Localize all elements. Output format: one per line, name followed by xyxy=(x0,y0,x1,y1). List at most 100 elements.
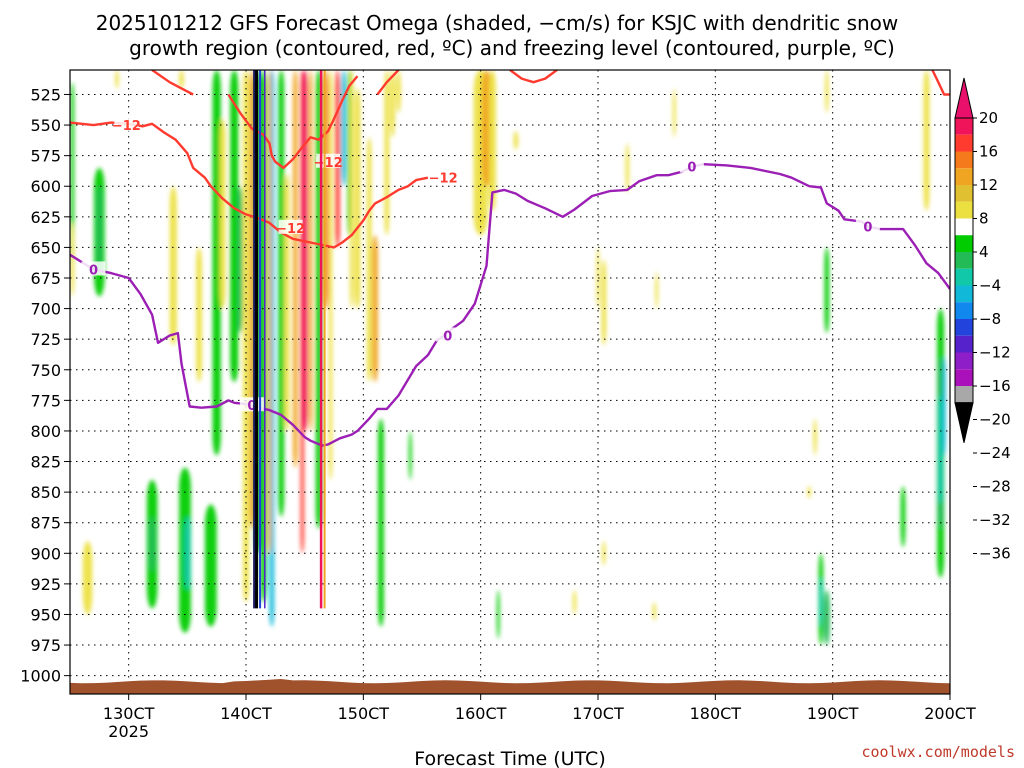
colorbar-label: 16 xyxy=(979,143,998,161)
omega-shade-cell xyxy=(513,131,519,150)
gridlines xyxy=(70,70,950,694)
colorbar-band xyxy=(955,302,973,319)
omega-shade-cell xyxy=(655,271,659,309)
omega-shade-cell xyxy=(652,602,657,621)
colorbar-label: −28 xyxy=(979,478,1011,496)
colorbar-bottom-arrow xyxy=(954,402,974,443)
dgz-contour-label: −12 xyxy=(314,156,343,171)
colorbar-label: −12 xyxy=(979,344,1011,362)
x-tick-label: 200CT xyxy=(924,704,976,723)
omega-shade-cell xyxy=(372,235,378,382)
omega-shade-cell xyxy=(260,70,267,603)
freezing-level-label: 0 xyxy=(687,161,696,176)
colorbar-band xyxy=(955,285,973,303)
x-tick-label: 180CT xyxy=(690,704,742,723)
y-axis: 525 550 575 600 625 650 675 700 725 750 775 800 825 8… xyxy=(20,85,70,686)
omega-shade-cell xyxy=(149,516,156,572)
omega-shade-cell xyxy=(328,70,333,480)
y-tick-label: 875 xyxy=(30,514,61,533)
omega-shade-cell xyxy=(488,70,496,211)
omega-shade-cell xyxy=(301,70,308,431)
colorbar-band xyxy=(955,201,973,219)
omega-shade-cell xyxy=(625,143,630,193)
omega-shade-cell xyxy=(292,70,298,468)
colorbar-band xyxy=(955,369,973,386)
omega-shade-cell xyxy=(496,590,500,639)
omega-shade-cell xyxy=(115,70,119,89)
terrain-fill xyxy=(70,679,950,694)
colorbar-label: 4 xyxy=(979,243,989,261)
dgz-contour-line xyxy=(931,70,950,96)
colorbar-band xyxy=(955,168,973,185)
omega-shade-cell xyxy=(243,70,249,603)
omega-shade-cell xyxy=(923,70,930,211)
plot-frame xyxy=(69,69,951,695)
plot-area: −12 −12 −12 −12 0 0 0 0 0 xyxy=(70,70,950,694)
omega-shade-cell xyxy=(572,590,577,615)
omega-shade-cell xyxy=(942,357,946,456)
dgz-contour-label: −12 xyxy=(429,172,458,187)
omega-shade-cell xyxy=(825,70,829,113)
colorbar-band xyxy=(955,151,973,169)
omega-shade-cell xyxy=(823,590,830,646)
omega-shade-cell xyxy=(366,137,372,382)
colorbar-band xyxy=(955,218,973,236)
freezing-level-label-bg xyxy=(435,327,460,342)
colorbar-top-arrow xyxy=(954,77,974,119)
x-tick-sublabel: 2025 xyxy=(108,722,149,741)
omega-shade-cell xyxy=(813,418,817,456)
omega-shade-cell xyxy=(169,186,177,346)
x-tick-label: 170CT xyxy=(572,704,624,723)
x-tick-label: 140CT xyxy=(220,704,272,723)
x-tick-label: 130CT xyxy=(103,704,155,723)
y-tick-label: 725 xyxy=(30,330,61,349)
omega-shade-cell xyxy=(70,82,75,266)
colorbar: 20 16 12 8 4 −4 −8 −12 −16 −20 −24 −28 −32 −36 xyxy=(954,77,1011,563)
omega-shade-cell xyxy=(396,70,401,113)
colorbar-label: 20 xyxy=(979,109,998,127)
dgz-contour-label-bg xyxy=(278,219,303,234)
colorbar-band xyxy=(955,185,973,202)
colorbar-band xyxy=(955,268,973,286)
y-tick-label: 1000 xyxy=(20,667,61,686)
y-tick-label: 900 xyxy=(30,544,61,563)
x-tick-label: 160CT xyxy=(455,704,507,723)
y-tick-label: 850 xyxy=(30,483,61,502)
freezing-level-label: 0 xyxy=(863,221,872,236)
omega-shade-cell xyxy=(70,222,75,297)
omega-shade-cell xyxy=(672,88,676,138)
colorbar-band xyxy=(955,134,973,152)
y-tick-label: 825 xyxy=(30,453,61,472)
y-tick-label: 775 xyxy=(30,391,61,410)
colorbar-band xyxy=(955,386,973,403)
chart-title-line-1: 2025101212 GFS Forecast Omega (shaded, −… xyxy=(96,11,899,35)
dgz-contour-line xyxy=(376,70,400,96)
y-tick-label: 925 xyxy=(30,575,61,594)
omega-shade-cell xyxy=(237,186,243,334)
site-credit: coolwx.com/models xyxy=(861,743,1015,761)
y-tick-label: 675 xyxy=(30,269,61,288)
omega-shade-cell xyxy=(204,504,217,627)
dgz-contour-label-bg xyxy=(431,169,456,184)
omega-shade-cell xyxy=(601,259,607,346)
freezing-level-label: 0 xyxy=(443,330,452,345)
omega-shade-cell xyxy=(938,394,943,505)
colorbar-label: −20 xyxy=(979,411,1011,429)
omega-shading xyxy=(70,70,946,646)
colorbar-label: −4 xyxy=(979,277,1001,295)
omega-shade-cell xyxy=(602,541,606,566)
y-tick-label: 575 xyxy=(30,147,61,166)
colorbar-label: −16 xyxy=(979,377,1011,395)
colorbar-band xyxy=(955,235,973,252)
omega-shade-cell xyxy=(267,70,271,554)
y-tick-label: 975 xyxy=(30,636,61,655)
omega-shade-cell xyxy=(408,430,412,480)
omega-shade-cell xyxy=(278,70,285,517)
omega-shade-cell xyxy=(378,418,384,627)
y-tick-label: 800 xyxy=(30,422,61,441)
freezing-level-contour: 0 0 0 0 0 xyxy=(70,158,950,447)
colorbar-band xyxy=(955,118,973,135)
y-tick-label: 650 xyxy=(30,238,61,257)
x-axis-label: Forecast Time (UTC) xyxy=(414,748,605,768)
